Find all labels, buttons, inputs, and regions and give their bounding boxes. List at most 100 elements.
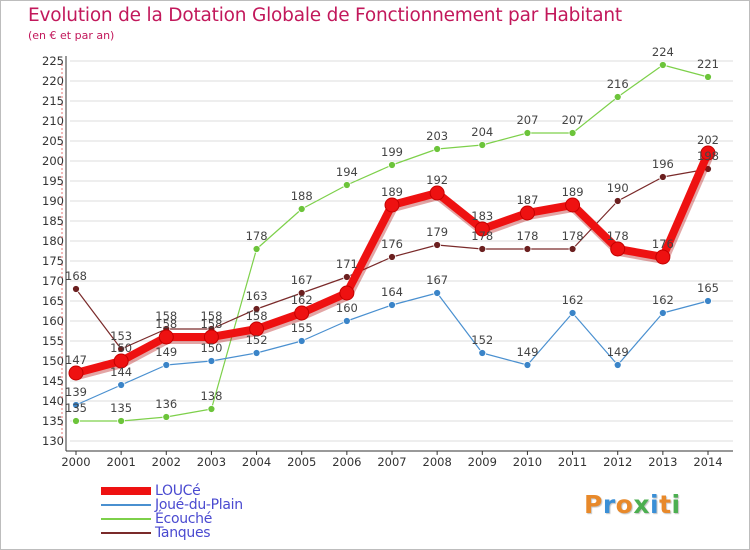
brand-letter: i: [650, 490, 660, 519]
y-tick-label: 175: [42, 254, 64, 268]
y-tick-label: 140: [42, 394, 64, 408]
data-label--couch-: 188: [291, 189, 313, 203]
y-tick-label: 185: [42, 214, 64, 228]
data-point-jou-du-plain: [207, 357, 216, 365]
data-point-louc-: [113, 353, 129, 369]
x-tick-label: 2006: [332, 455, 361, 469]
brand-letter: o: [615, 490, 634, 519]
data-label-tanques: 176: [381, 237, 403, 251]
y-tick-label: 170: [42, 274, 64, 288]
data-point-louc-: [610, 241, 626, 257]
y-tick-label: 205: [42, 134, 64, 148]
data-point-jou-du-plain: [658, 309, 667, 317]
data-point--couch-: [207, 405, 216, 413]
legend-item-ecouche[interactable]: Écouché: [101, 512, 243, 526]
data-label-jou-du-plain: 144: [110, 365, 132, 379]
data-point-jou-du-plain: [388, 301, 396, 309]
data-label-tanques: 171: [336, 257, 358, 271]
series-layer: [68, 61, 716, 425]
data-label-louc-: 187: [516, 193, 538, 207]
y-tick-label: 195: [42, 174, 64, 188]
data-point--couch-: [478, 141, 487, 149]
brand-letter: r: [602, 490, 616, 519]
y-tick-label: 130: [42, 434, 64, 448]
legend-label: Joué-du-Plain: [155, 497, 243, 513]
data-label-jou-du-plain: 167: [426, 273, 448, 287]
brand-letter: P: [584, 490, 603, 519]
y-tick-label: 145: [42, 374, 64, 388]
data-point--couch-: [72, 417, 80, 425]
data-point--couch-: [523, 129, 532, 137]
data-point-tanques: [388, 253, 396, 261]
data-label--couch-: 136: [155, 397, 177, 411]
data-point--couch-: [388, 161, 396, 169]
x-tick-label: 2011: [558, 455, 587, 469]
data-label-tanques: 196: [652, 157, 674, 171]
data-point-tanques: [523, 245, 532, 253]
legend-item-tanques[interactable]: Tanques: [101, 526, 243, 540]
data-point-tanques: [297, 289, 306, 297]
data-point-tanques: [658, 173, 667, 181]
data-label-tanques: 178: [516, 229, 538, 243]
data-label-louc-: 189: [562, 185, 584, 199]
x-tick-label: 2008: [423, 455, 452, 469]
data-label-louc-: 176: [652, 237, 674, 251]
data-point-louc-: [294, 305, 310, 321]
data-point-jou-du-plain: [342, 317, 351, 325]
data-label--couch-: 207: [516, 113, 538, 127]
y-tick-label: 135: [42, 414, 64, 428]
data-point-louc-: [384, 197, 400, 213]
data-point-tanques: [613, 197, 622, 205]
data-point-louc-: [519, 205, 535, 221]
data-point-louc-: [429, 185, 445, 201]
data-point--couch-: [568, 129, 577, 137]
axis-layer: 1301351401451501551601651701751801851901…: [42, 54, 733, 469]
data-point-louc-: [565, 197, 581, 213]
data-label-jou-du-plain: 149: [516, 345, 538, 359]
data-point-louc-: [68, 365, 84, 381]
data-point-tanques: [478, 245, 487, 253]
data-point-jou-du-plain: [568, 309, 577, 317]
data-point--couch-: [252, 245, 261, 253]
data-point--couch-: [704, 73, 712, 81]
y-tick-label: 180: [42, 234, 64, 248]
data-point-jou-du-plain: [433, 289, 442, 297]
data-label-louc-: 147: [65, 353, 87, 367]
data-point-jou-du-plain: [297, 337, 306, 345]
data-label--couch-: 135: [65, 401, 87, 415]
data-label-louc-: 189: [381, 185, 403, 199]
legend-swatch-tanques: [101, 532, 151, 534]
brand-logo[interactable]: Proxiti: [584, 490, 681, 519]
data-label--couch-: 204: [471, 125, 493, 139]
data-label-louc-: 178: [607, 229, 629, 243]
data-label-louc-: 192: [426, 173, 448, 187]
data-point--couch-: [162, 413, 171, 421]
data-point-tanques: [568, 245, 577, 253]
data-label-tanques: 153: [110, 329, 132, 343]
data-label-jou-du-plain: 162: [652, 293, 674, 307]
data-label-tanques: 158: [155, 309, 177, 323]
data-label--couch-: 203: [426, 129, 448, 143]
data-point--couch-: [297, 205, 306, 213]
data-label-louc-: 150: [110, 341, 132, 355]
data-point-louc-: [700, 145, 716, 161]
data-point-tanques: [342, 273, 351, 281]
data-label--couch-: 221: [697, 57, 719, 71]
legend-label: LOUCé: [155, 483, 201, 499]
data-point-louc-: [339, 285, 355, 301]
legend: LOUCé Joué-du-Plain Écouché Tanques: [101, 484, 243, 540]
data-label-tanques: 178: [562, 229, 584, 243]
data-label-tanques: 167: [291, 273, 313, 287]
data-label-jou-du-plain: 149: [155, 345, 177, 359]
y-tick-label: 210: [42, 114, 64, 128]
data-label-jou-du-plain: 155: [291, 321, 313, 335]
data-point--couch-: [342, 181, 351, 189]
legend-swatch-loucé: [101, 487, 151, 495]
data-point-jou-du-plain: [72, 401, 80, 409]
legend-item-loucé[interactable]: LOUCé: [101, 484, 243, 498]
data-label-tanques: 198: [697, 149, 719, 163]
data-point--couch-: [433, 145, 442, 153]
data-label-tanques: 158: [200, 309, 222, 323]
legend-item-joue-du-plain[interactable]: Joué-du-Plain: [101, 498, 243, 512]
